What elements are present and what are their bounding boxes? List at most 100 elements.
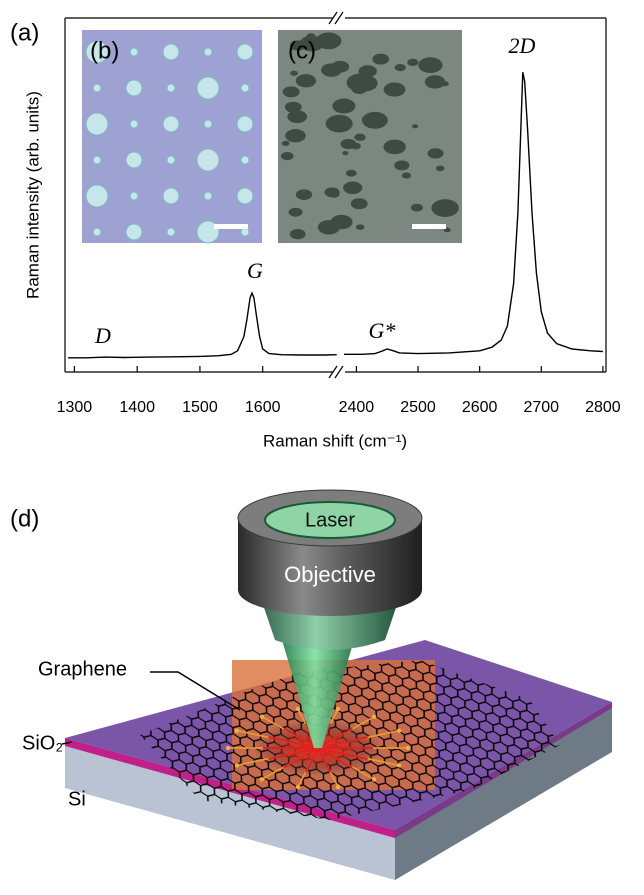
dot — [129, 47, 139, 57]
hole — [418, 57, 443, 74]
arrowhead — [225, 745, 231, 751]
sio2-label: SiO₂ — [22, 732, 63, 754]
panel-label: (d) — [10, 505, 39, 532]
objective-label: Objective — [284, 562, 376, 587]
hole — [351, 83, 368, 94]
x-tick-label: 2600 — [462, 399, 498, 416]
hole — [325, 114, 353, 133]
leader-line — [61, 741, 73, 745]
x-tick-label: 2700 — [523, 399, 559, 416]
arrowhead — [335, 784, 341, 790]
panel-label: (c) — [288, 37, 316, 64]
dot — [196, 148, 220, 172]
dot — [196, 76, 220, 100]
dot — [129, 119, 139, 129]
hole — [295, 74, 317, 88]
si-label: Si — [68, 788, 86, 810]
arrow — [317, 727, 353, 749]
hole — [350, 198, 368, 210]
hole — [355, 224, 365, 230]
hole — [288, 207, 303, 217]
peak-label: 2D — [509, 33, 536, 58]
panel-label: (b) — [90, 37, 119, 64]
arrowhead — [405, 745, 411, 751]
arrow — [268, 747, 319, 760]
arrowhead — [295, 706, 301, 712]
scale-bar — [214, 224, 248, 229]
holes — [280, 32, 459, 240]
hole — [394, 63, 406, 72]
hole — [383, 139, 406, 155]
panel-label: (a) — [10, 19, 39, 46]
x-tick-label: 1300 — [57, 399, 93, 416]
hole — [372, 53, 390, 65]
peak-label: G* — [369, 318, 396, 343]
hole — [281, 140, 290, 146]
dot — [240, 155, 250, 165]
dot — [162, 115, 180, 133]
axis-break — [328, 11, 344, 25]
laser-aperture — [264, 501, 396, 539]
hole — [424, 75, 446, 89]
dot — [203, 119, 213, 129]
hole — [431, 199, 459, 217]
si-front — [65, 738, 395, 880]
arrow — [317, 747, 332, 773]
leader-line — [150, 671, 241, 711]
inset-c: (c) — [278, 30, 462, 243]
x-tick-label: 1500 — [182, 399, 218, 416]
dots — [85, 40, 254, 244]
hole — [427, 148, 444, 159]
dot — [203, 47, 213, 57]
x-axis-label: Raman shift (cm⁻¹) — [263, 431, 407, 450]
dot — [85, 40, 109, 64]
hole — [306, 33, 316, 40]
dot — [166, 155, 176, 165]
hole — [290, 70, 298, 76]
hole — [287, 110, 308, 124]
hole — [332, 98, 356, 114]
hole — [330, 214, 353, 230]
arrow — [283, 747, 319, 769]
arrow — [268, 736, 319, 749]
hole — [299, 35, 324, 52]
arrowhead — [295, 784, 301, 790]
hole — [289, 229, 306, 240]
hole — [340, 138, 357, 150]
hole — [343, 181, 363, 195]
dot — [92, 227, 102, 237]
arrow — [317, 747, 368, 760]
hole — [280, 151, 294, 161]
scale-bar — [412, 224, 446, 229]
peak-label: D — [94, 323, 111, 348]
dot — [125, 79, 143, 97]
dot — [125, 151, 143, 169]
arrowhead — [259, 777, 265, 782]
micrograph — [82, 30, 262, 243]
dot — [240, 227, 250, 237]
dot — [85, 184, 109, 208]
hole — [284, 101, 302, 113]
axis-break — [328, 365, 344, 379]
hole — [407, 58, 419, 67]
y-axis-label: Raman intensity (arb. units) — [23, 91, 42, 299]
hole — [435, 165, 445, 172]
x-tick-label: 2800 — [585, 399, 621, 416]
arrowhead — [259, 714, 265, 719]
arrowhead — [371, 714, 377, 719]
arrow — [283, 727, 319, 749]
setup-diagram: (d) Laser Objective Graphene SiO₂ Si — [10, 489, 612, 880]
dot — [166, 227, 176, 237]
hole — [394, 160, 410, 171]
hole — [342, 151, 349, 156]
x-tick-label: 2500 — [400, 399, 436, 416]
hole — [410, 203, 423, 212]
x-tick-label: 2400 — [339, 399, 375, 416]
x-tick-label: 1600 — [245, 399, 281, 416]
arrow — [304, 747, 319, 773]
hole — [345, 169, 357, 177]
graphene-label: Graphene — [38, 658, 127, 680]
hole — [282, 86, 300, 98]
x-tick-label: 1400 — [119, 399, 155, 416]
